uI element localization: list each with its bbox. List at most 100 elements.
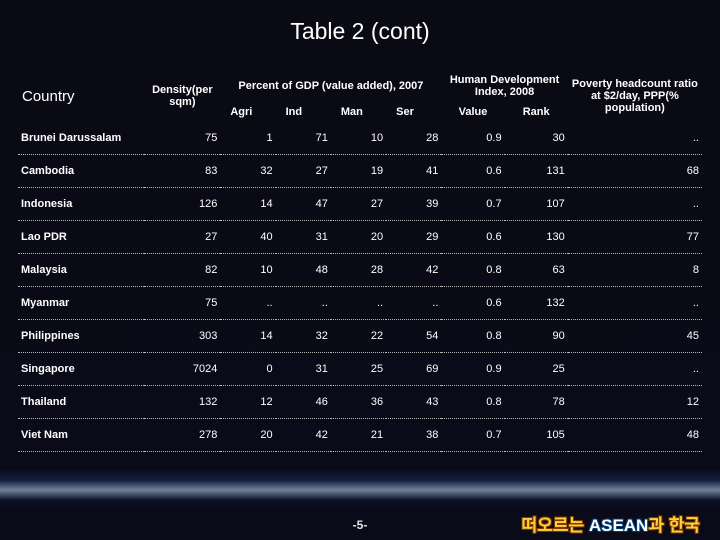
- cell-ind: ..: [276, 287, 331, 320]
- cell-ser: ..: [386, 287, 441, 320]
- cell-pov: 45: [568, 320, 702, 353]
- cell-pov: 68: [568, 155, 702, 188]
- cell-hdi_v: 0.6: [441, 287, 504, 320]
- cell-man: 36: [331, 386, 386, 419]
- table-container: Country Density(per sqm) Percent of GDP …: [18, 70, 702, 452]
- cell-ind: 27: [276, 155, 331, 188]
- cell-pov: ..: [568, 188, 702, 221]
- cell-density: 7024: [144, 353, 220, 386]
- cell-hdi_v: 0.8: [441, 386, 504, 419]
- table-row: Philippines303143222540.89045: [18, 320, 702, 353]
- slide: Table 2 (cont) Country Density(per sqm) …: [0, 0, 720, 540]
- cell-hdi_v: 0.6: [441, 221, 504, 254]
- cell-man: ..: [331, 287, 386, 320]
- cell-agri: 20: [220, 419, 275, 452]
- tagline: 떠오르는 ASEAN과 한국: [522, 511, 700, 536]
- cell-density: 126: [144, 188, 220, 221]
- cell-man: 25: [331, 353, 386, 386]
- cell-agri: 14: [220, 188, 275, 221]
- cell-density: 83: [144, 155, 220, 188]
- cell-ind: 46: [276, 386, 331, 419]
- cell-hdi_r: 78: [505, 386, 568, 419]
- table-row: Singapore702403125690.925..: [18, 353, 702, 386]
- cell-agri: 32: [220, 155, 275, 188]
- cell-hdi_r: 90: [505, 320, 568, 353]
- tagline-part3: 과 한국: [648, 516, 700, 535]
- cell-ind: 47: [276, 188, 331, 221]
- cell-ind: 42: [276, 419, 331, 452]
- cell-agri: 14: [220, 320, 275, 353]
- cell-ser: 29: [386, 221, 441, 254]
- slide-title: Table 2 (cont): [0, 18, 720, 45]
- col-hdi-rank: Rank: [505, 102, 568, 122]
- cell-agri: ..: [220, 287, 275, 320]
- cell-ser: 41: [386, 155, 441, 188]
- table-head: Country Density(per sqm) Percent of GDP …: [18, 70, 702, 122]
- cell-pov: 12: [568, 386, 702, 419]
- table-row: Indonesia126144727390.7107..: [18, 188, 702, 221]
- cell-man: 20: [331, 221, 386, 254]
- cell-density: 278: [144, 419, 220, 452]
- table-row: Thailand132124636430.87812: [18, 386, 702, 419]
- cell-hdi_r: 25: [505, 353, 568, 386]
- cell-ind: 48: [276, 254, 331, 287]
- cell-hdi_v: 0.7: [441, 419, 504, 452]
- cell-agri: 1: [220, 122, 275, 155]
- cell-country: Myanmar: [18, 287, 144, 320]
- cell-hdi_r: 107: [505, 188, 568, 221]
- tagline-part1: 떠오르는: [522, 516, 589, 535]
- table-body: Brunei Darussalam7517110280.930..Cambodi…: [18, 122, 702, 452]
- cell-country: Lao PDR: [18, 221, 144, 254]
- cell-country: Cambodia: [18, 155, 144, 188]
- cell-ind: 32: [276, 320, 331, 353]
- col-hdi-group: Human Development Index, 2008: [441, 70, 567, 102]
- table-row: Lao PDR27403120290.613077: [18, 221, 702, 254]
- cell-pov: ..: [568, 122, 702, 155]
- col-agri: Agri: [220, 102, 275, 122]
- cell-man: 10: [331, 122, 386, 155]
- cell-ser: 28: [386, 122, 441, 155]
- cell-ser: 42: [386, 254, 441, 287]
- col-country: Country: [18, 70, 144, 122]
- cell-hdi_r: 132: [505, 287, 568, 320]
- cell-density: 75: [144, 287, 220, 320]
- cell-country: Brunei Darussalam: [18, 122, 144, 155]
- cell-hdi_v: 0.6: [441, 155, 504, 188]
- table-row: Malaysia82104828420.8638: [18, 254, 702, 287]
- cell-country: Singapore: [18, 353, 144, 386]
- table-row: Myanmar75........0.6132..: [18, 287, 702, 320]
- cell-ser: 39: [386, 188, 441, 221]
- cell-pov: 48: [568, 419, 702, 452]
- cell-hdi_v: 0.7: [441, 188, 504, 221]
- cell-ind: 31: [276, 221, 331, 254]
- table-row: Cambodia83322719410.613168: [18, 155, 702, 188]
- cell-density: 303: [144, 320, 220, 353]
- cell-hdi_v: 0.8: [441, 254, 504, 287]
- col-ind: Ind: [276, 102, 331, 122]
- cell-density: 132: [144, 386, 220, 419]
- cell-hdi_v: 0.9: [441, 353, 504, 386]
- cell-man: 21: [331, 419, 386, 452]
- cell-country: Viet Nam: [18, 419, 144, 452]
- cell-country: Malaysia: [18, 254, 144, 287]
- table-row: Viet Nam278204221380.710548: [18, 419, 702, 452]
- cell-pov: 77: [568, 221, 702, 254]
- cell-pov: ..: [568, 287, 702, 320]
- cell-country: Indonesia: [18, 188, 144, 221]
- cell-hdi_r: 105: [505, 419, 568, 452]
- cell-man: 28: [331, 254, 386, 287]
- col-gdp-group: Percent of GDP (value added), 2007: [220, 70, 441, 102]
- cell-agri: 40: [220, 221, 275, 254]
- cell-ser: 43: [386, 386, 441, 419]
- cell-hdi_r: 130: [505, 221, 568, 254]
- cell-ser: 54: [386, 320, 441, 353]
- cell-hdi_r: 131: [505, 155, 568, 188]
- cell-man: 19: [331, 155, 386, 188]
- cell-agri: 12: [220, 386, 275, 419]
- table-row: Brunei Darussalam7517110280.930..: [18, 122, 702, 155]
- cell-country: Philippines: [18, 320, 144, 353]
- cell-country: Thailand: [18, 386, 144, 419]
- cell-density: 75: [144, 122, 220, 155]
- cell-agri: 10: [220, 254, 275, 287]
- data-table: Country Density(per sqm) Percent of GDP …: [18, 70, 702, 452]
